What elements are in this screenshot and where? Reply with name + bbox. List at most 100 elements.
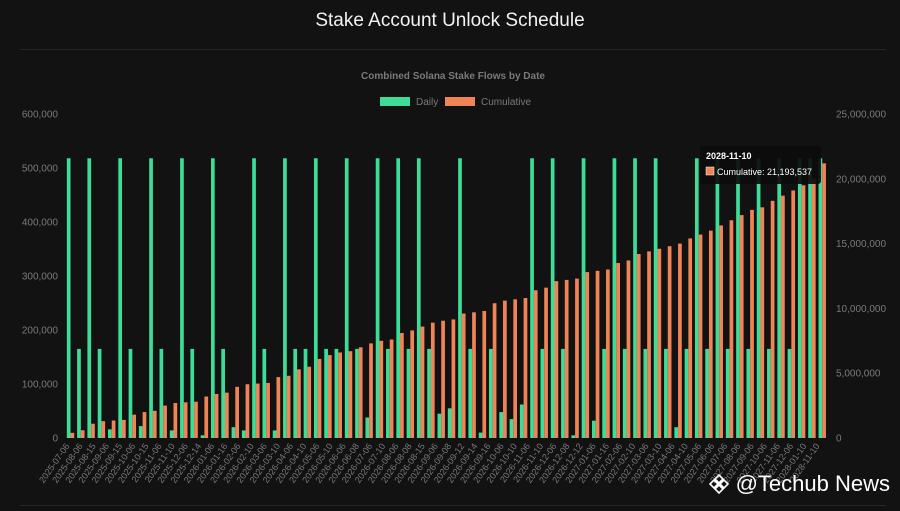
bar-daily[interactable] [468,349,472,438]
bar-daily[interactable] [427,349,431,438]
bar-daily[interactable] [67,158,71,438]
bar-daily[interactable] [746,349,750,438]
bar-cumulative[interactable] [421,327,425,438]
bar-daily[interactable] [798,158,802,438]
bar-daily[interactable] [160,349,164,438]
bar-daily[interactable] [314,158,318,438]
bar-daily[interactable] [458,158,462,438]
bar-cumulative[interactable] [750,210,754,438]
bar-daily[interactable] [716,158,720,438]
bar-cumulative[interactable] [524,298,528,438]
bar-cumulative[interactable] [771,201,775,438]
bar-daily[interactable] [582,158,586,438]
bar-daily[interactable] [643,349,647,438]
bar-cumulative[interactable] [699,235,703,438]
bar-cumulative[interactable] [379,341,383,438]
bar-daily[interactable] [674,427,678,438]
bar-cumulative[interactable] [338,352,342,438]
bar-cumulative[interactable] [760,207,764,438]
bar-cumulative[interactable] [318,359,322,438]
bar-cumulative[interactable] [441,321,445,438]
bar-cumulative[interactable] [349,351,353,438]
bar-daily[interactable] [726,349,730,438]
bar-cumulative[interactable] [627,260,631,438]
bar-cumulative[interactable] [194,402,198,438]
bar-cumulative[interactable] [71,433,75,438]
bar-cumulative[interactable] [493,303,497,438]
bar-daily[interactable] [139,426,143,438]
bar-daily[interactable] [108,429,112,438]
bar-daily[interactable] [613,158,617,438]
bar-daily[interactable] [386,349,390,438]
bar-daily[interactable] [129,349,133,438]
bar-cumulative[interactable] [163,406,167,438]
bar-cumulative[interactable] [266,383,270,438]
bar-daily[interactable] [654,158,658,438]
bar-cumulative[interactable] [647,251,651,438]
bar-daily[interactable] [438,414,442,438]
bar-daily[interactable] [149,158,153,438]
bar-cumulative[interactable] [596,271,600,438]
bar-cumulative[interactable] [730,220,734,438]
bar-daily[interactable] [757,158,761,438]
legend-item-cumulative[interactable]: Cumulative [445,97,531,108]
bar-daily[interactable] [324,349,328,438]
bar-daily[interactable] [335,349,339,438]
bar-cumulative[interactable] [390,340,394,439]
bar-daily[interactable] [283,158,287,438]
bar-cumulative[interactable] [503,301,507,438]
bar-cumulative[interactable] [369,343,373,438]
bar-cumulative[interactable] [555,281,559,438]
bar-daily[interactable] [664,349,668,438]
bar-cumulative[interactable] [791,190,795,438]
bar-cumulative[interactable] [184,402,188,438]
bar-daily[interactable] [170,430,174,438]
bar-cumulative[interactable] [822,163,826,438]
bar-daily[interactable] [819,158,823,438]
bar-daily[interactable] [499,412,503,438]
bar-cumulative[interactable] [256,384,260,438]
bar-daily[interactable] [87,158,91,438]
bar-cumulative[interactable] [812,179,816,438]
bar-cumulative[interactable] [585,272,589,438]
bar-daily[interactable] [232,427,236,438]
bar-cumulative[interactable] [575,279,579,438]
bar-daily[interactable] [808,158,812,438]
bar-daily[interactable] [118,158,122,438]
bar-cumulative[interactable] [410,330,414,438]
bar-cumulative[interactable] [482,311,486,438]
bar-cumulative[interactable] [91,424,95,438]
bar-cumulative[interactable] [740,215,744,438]
bar-daily[interactable] [304,349,308,438]
bar-daily[interactable] [551,158,555,438]
bar-daily[interactable] [788,349,792,438]
bar-daily[interactable] [345,158,349,438]
bar-daily[interactable] [489,349,493,438]
bar-cumulative[interactable] [297,369,301,438]
bar-daily[interactable] [448,408,452,438]
bar-daily[interactable] [190,349,194,438]
bar-daily[interactable] [77,349,81,438]
bar-daily[interactable] [561,349,565,438]
bar-cumulative[interactable] [359,347,363,438]
bar-daily[interactable] [479,433,483,438]
bar-cumulative[interactable] [143,412,147,438]
bar-cumulative[interactable] [657,249,661,438]
bar-cumulative[interactable] [400,333,404,438]
bar-daily[interactable] [530,158,534,438]
bar-cumulative[interactable] [719,225,723,438]
bar-cumulative[interactable] [462,314,466,438]
bar-daily[interactable] [777,158,781,438]
bar-cumulative[interactable] [606,270,610,438]
bar-daily[interactable] [211,158,215,438]
bar-daily[interactable] [252,158,256,438]
bar-cumulative[interactable] [688,238,692,438]
bar-cumulative[interactable] [276,377,280,438]
bar-cumulative[interactable] [235,387,239,438]
bar-cumulative[interactable] [204,397,208,438]
bar-daily[interactable] [365,417,369,438]
bar-cumulative[interactable] [616,263,620,438]
bar-cumulative[interactable] [132,415,136,438]
bar-cumulative[interactable] [431,323,435,438]
bar-daily[interactable] [355,349,359,438]
